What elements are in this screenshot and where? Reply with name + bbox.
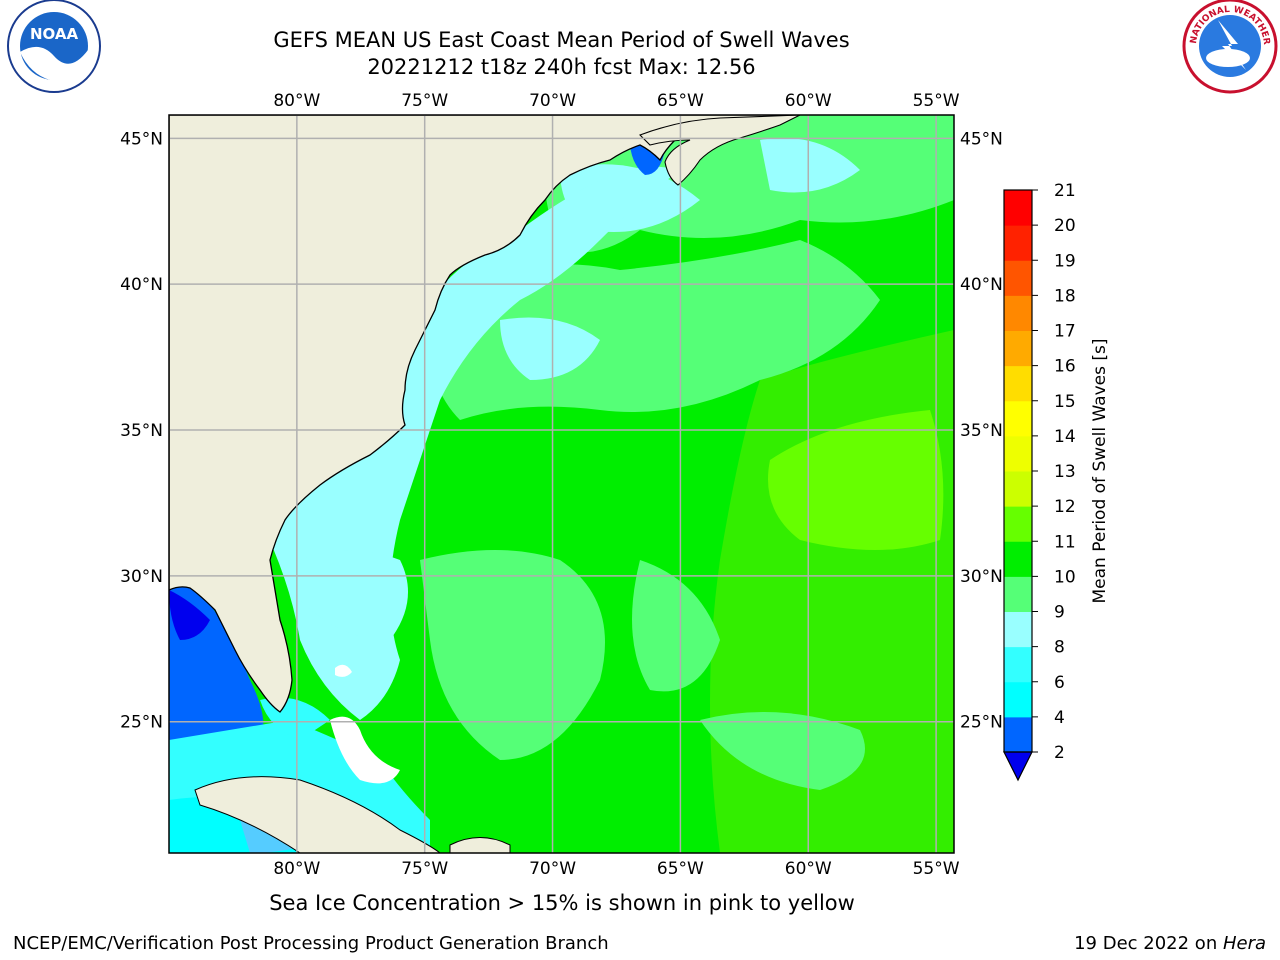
lat-label-right-3: 30°N: [960, 567, 1003, 587]
map-title-line1: GEFS MEAN US East Coast Mean Period of S…: [273, 28, 850, 52]
lon-label-bottom-5: 55°W: [913, 859, 960, 879]
colorbar-segment-12: [1004, 295, 1032, 331]
colorbar-tick-label-5: 10: [1054, 567, 1076, 587]
colorbar-tick-label-9: 14: [1054, 427, 1076, 447]
map-frame-border: [168, 114, 955, 854]
colorbar-segment-14: [1004, 225, 1032, 261]
colorbar-segment-0: [1004, 716, 1032, 753]
colorbar-segment-9: [1004, 400, 1032, 437]
lat-label-left-2: 35°N: [120, 421, 163, 441]
lon-label-bottom-4: 60°W: [785, 859, 832, 879]
lat-label-left-0: 45°N: [120, 129, 163, 149]
lat-label-right-1: 40°N: [960, 275, 1003, 295]
colorbar-tick-label-4: 9: [1054, 603, 1065, 623]
colorbar-label: Mean Period of Swell Waves [s]: [1090, 339, 1110, 604]
colorbar-tick-label-13: 18: [1054, 286, 1076, 306]
colorbar-segment-7: [1004, 471, 1032, 507]
map-panel: 80°W 75°W 70°W 65°W 60°W 55°W 80°W 75°W 70°W 65°…: [120, 91, 1003, 879]
lat-label-left-3: 30°N: [120, 567, 163, 587]
colorbar-segment-6: [1004, 506, 1032, 542]
swell-period-field: [169, 115, 954, 853]
colorbar-segment-5: [1004, 541, 1032, 577]
colorbar-segment-15: [1004, 190, 1032, 226]
date-text: 19 Dec 2022 on Hera: [1074, 933, 1266, 954]
colorbar-tick-label-11: 16: [1054, 357, 1076, 377]
lon-label-bottom-3: 65°W: [657, 859, 704, 879]
colorbar-tick-label-8: 13: [1054, 462, 1076, 482]
latitude-labels-right: 45°N 40°N 35°N 30°N 25°N: [960, 129, 1003, 732]
noaa-logo-text: NOAA: [30, 25, 79, 43]
colorbar-tick-label-1: 4: [1054, 708, 1065, 728]
colorbar-tick-label-12: 17: [1054, 322, 1076, 342]
colorbar-tick-label-15: 20: [1054, 216, 1076, 236]
credit-text: NCEP/EMC/Verification Post Processing Pr…: [13, 933, 609, 954]
lat-label-right-4: 25°N: [960, 713, 1003, 733]
colorbar-tick-label-3: 8: [1054, 638, 1065, 658]
longitude-labels-bottom: 80°W 75°W 70°W 65°W 60°W 55°W: [273, 859, 959, 879]
lat-label-right-0: 45°N: [960, 129, 1003, 149]
colorbar-segment-10: [1004, 365, 1032, 402]
lon-label-bottom-0: 80°W: [273, 859, 320, 879]
colorbar-segment-13: [1004, 260, 1032, 296]
graticule: [169, 115, 954, 853]
lat-label-left-1: 40°N: [120, 275, 163, 295]
longitude-labels-top: 80°W 75°W 70°W 65°W 60°W 55°W: [273, 91, 959, 111]
lat-label-right-2: 35°N: [960, 421, 1003, 441]
latitude-labels-left: 45°N 40°N 35°N 30°N 25°N: [120, 129, 163, 732]
colorbar-segment-4: [1004, 576, 1032, 612]
lon-label-bottom-2: 70°W: [529, 859, 576, 879]
nws-logo: NATIONAL WEATHER SERVICE: [0, 0, 1278, 94]
lat-label-left-4: 25°N: [120, 713, 163, 733]
colorbar-tick-label-2: 6: [1054, 673, 1065, 693]
lon-label-bottom-1: 75°W: [401, 859, 448, 879]
colorbar-tick-label-16: 21: [1054, 181, 1076, 201]
colorbar-segment-11: [1004, 330, 1032, 367]
map-title-line2: 20221212 t18z 240h fcst Max: 12.56: [367, 55, 756, 79]
colorbar-tick-label-6: 11: [1054, 532, 1076, 552]
colorbar-segment-8: [1004, 435, 1032, 472]
noaa-logo: NOAA: [7, 0, 101, 93]
lon-label-top-4: 60°W: [785, 91, 832, 111]
colorbar-tick-label-10: 15: [1054, 392, 1076, 412]
colorbar-under-triangle: [1003, 751, 1033, 782]
colorbar-tick-label-0: 2: [1054, 743, 1065, 763]
lon-label-top-2: 70°W: [529, 91, 576, 111]
lon-label-top-5: 55°W: [913, 91, 960, 111]
colorbar-segment-2: [1004, 646, 1032, 683]
colorbar-segment-1: [1004, 681, 1032, 718]
nws-logo-text: NATIONAL WEATHER SERVICE: [0, 0, 1271, 45]
sea-ice-note: Sea Ice Concentration > 15% is shown in …: [269, 891, 855, 915]
colorbar: 2 4 6 8 9 10 11 12 13 14 15 16 17 18 19 20 21: [1003, 181, 1076, 782]
colorbar-tick-label-7: 12: [1054, 497, 1076, 517]
lon-label-top-0: 80°W: [273, 91, 320, 111]
lon-label-top-3: 65°W: [657, 91, 704, 111]
machine-name: Hera: [1222, 933, 1266, 954]
colorbar-segment-3: [1004, 611, 1032, 648]
lon-label-top-1: 75°W: [401, 91, 448, 111]
colorbar-tick-label-14: 19: [1054, 251, 1076, 271]
